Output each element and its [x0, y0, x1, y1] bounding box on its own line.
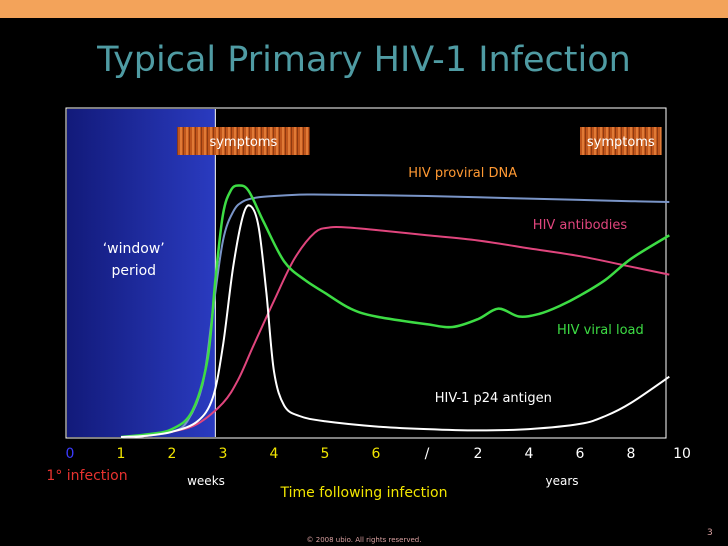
x-axis-label: Time following infection	[280, 485, 448, 501]
symptoms-label: symptoms	[209, 135, 277, 150]
page-number: 3	[707, 528, 713, 538]
x-tick-label: 1	[117, 446, 126, 462]
x-tick-label: 6	[372, 446, 381, 462]
p24-antigen-label: HIV-1 p24 antigen	[435, 391, 552, 406]
top-accent-bar	[0, 0, 728, 18]
window-label-line1: ‘window’	[103, 241, 165, 257]
x-tick-label: 10	[673, 446, 691, 462]
symptoms-band	[177, 127, 310, 155]
symptoms-label: symptoms	[587, 135, 655, 150]
x-tick-label: 6	[576, 446, 585, 462]
x-tick-label: /	[425, 446, 430, 462]
window-label-line2: period	[111, 263, 156, 279]
x-tick-label: 8	[627, 446, 636, 462]
viral-load-line	[120, 184, 670, 439]
x-tick-label: 4	[525, 446, 534, 462]
x-tick-label: 2	[474, 446, 483, 462]
proviral-dna-label: HIV proviral DNA	[408, 166, 517, 181]
x-tick-label: 4	[270, 446, 279, 462]
viral-load-label: HIV viral load	[557, 323, 644, 338]
x-tick-label: 0	[66, 446, 75, 462]
copyright-text: © 2008 ubio. All rights reserved.	[306, 536, 422, 544]
weeks-unit-label: weeks	[187, 474, 225, 488]
antibodies-label: HIV antibodies	[533, 218, 628, 233]
x-tick-label: 2	[168, 446, 177, 462]
symptoms-band	[580, 127, 662, 155]
page-title: Typical Primary HIV-1 Infection	[97, 40, 631, 80]
infection-label: 1° infection	[46, 468, 127, 484]
x-tick-label: 5	[321, 446, 330, 462]
window-period-region	[67, 109, 216, 437]
antibodies-line	[120, 225, 670, 438]
years-unit-label: years	[545, 474, 578, 488]
x-tick-label: 3	[219, 446, 228, 462]
p24-antigen-line	[120, 204, 670, 438]
